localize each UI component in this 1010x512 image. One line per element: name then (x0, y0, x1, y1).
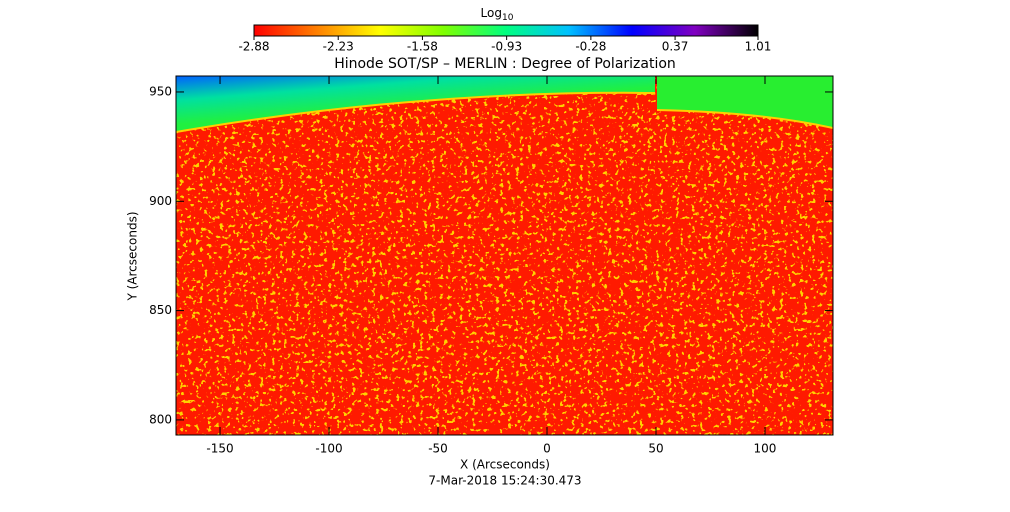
x-tick-label: -150 (206, 442, 233, 456)
off-limb-right (657, 76, 833, 128)
colorbar-tick-label: -2.88 (238, 40, 269, 54)
y-tick-label: 800 (149, 412, 172, 426)
y-tick-label: 950 (149, 84, 172, 98)
colorbar-label-main: Log (481, 6, 502, 20)
y-axis-label: Y (Arcseconds) (126, 211, 140, 301)
limb-right (656, 109, 833, 129)
x-axis-label: X (Arcseconds) (460, 458, 550, 472)
colorbar-tick-label: -2.23 (323, 40, 354, 54)
colorbar-tick-label: 1.01 (745, 40, 772, 54)
colorbar-tick-label: -0.93 (491, 40, 522, 54)
x-tick-label: -50 (428, 442, 448, 456)
colorbar-tick-label: -0.28 (575, 40, 606, 54)
y-tick-label: 850 (149, 303, 172, 317)
y-tick-label: 900 (149, 194, 172, 208)
colorbar-label: Log10 (481, 6, 514, 23)
colorbar-tick-label: 0.37 (662, 40, 689, 54)
chart-title: Hinode SOT/SP – MERLIN : Degree of Polar… (334, 56, 676, 72)
x-tick-label: -100 (315, 442, 342, 456)
image (176, 76, 833, 435)
off-limb (176, 76, 655, 132)
limb (176, 91, 656, 133)
colorbar (253, 24, 759, 37)
colorbar-tick-label: -1.58 (407, 40, 438, 54)
x-tick-label: 0 (543, 442, 551, 456)
x-tick-label: 100 (754, 442, 777, 456)
colorbar-label-sub: 10 (502, 13, 514, 23)
speckles (176, 76, 833, 435)
date-label: 7-Mar-2018 15:24:30.473 (428, 474, 581, 488)
plot-frame (175, 75, 834, 436)
x-tick-label: 50 (648, 442, 663, 456)
